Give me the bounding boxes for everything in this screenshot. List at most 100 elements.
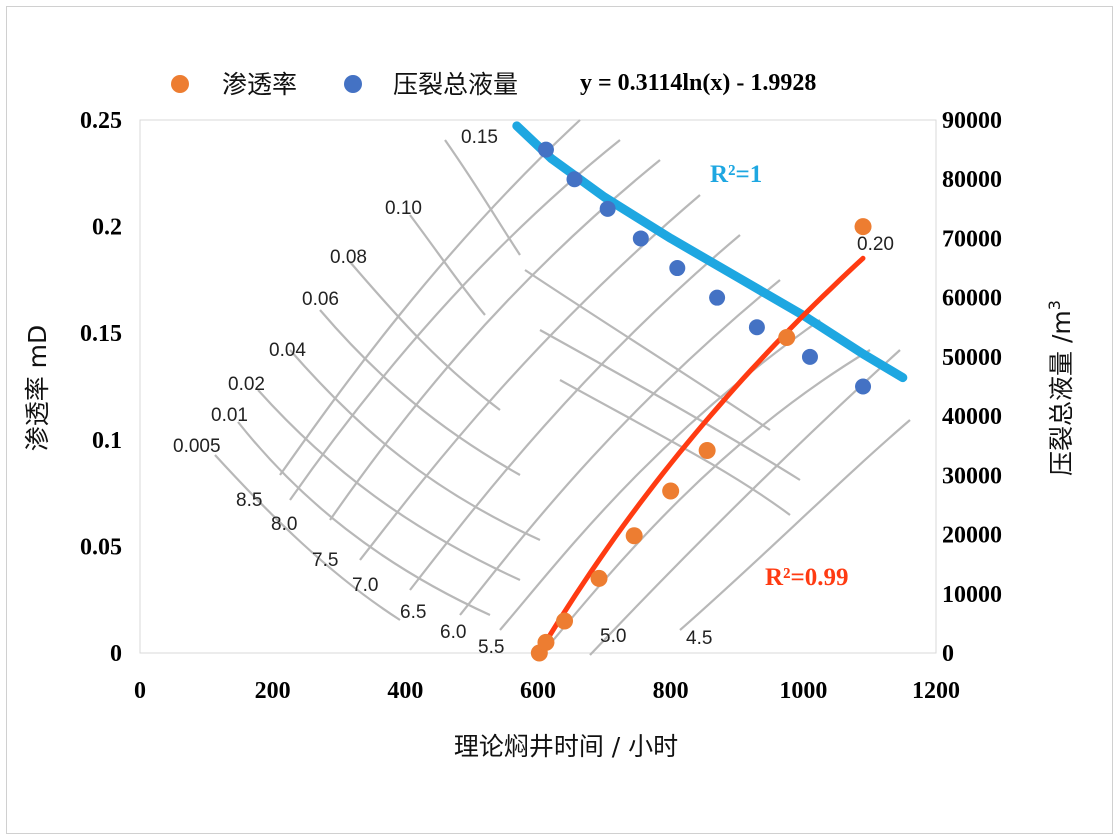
grid-label-perm-006: 0.06 bbox=[302, 289, 339, 310]
permeability-point bbox=[698, 441, 716, 459]
contour-line bbox=[349, 261, 501, 411]
x-tick-label: 800 bbox=[653, 678, 689, 704]
legend: 渗透率 压裂总液量 y = 0.3114ln(x) - 1.9928 bbox=[171, 70, 816, 99]
fluid-volume-point bbox=[632, 230, 649, 247]
contour-line bbox=[319, 309, 521, 476]
grid-label-perm-015: 0.15 bbox=[461, 127, 498, 148]
y-left-tick-label: 0.25 bbox=[80, 108, 122, 134]
trendline-permeability bbox=[540, 255, 866, 649]
contour-line bbox=[279, 119, 581, 476]
contour-line bbox=[409, 234, 741, 591]
fluid-volume-point bbox=[709, 289, 726, 306]
x-tick-label: 1000 bbox=[779, 678, 827, 704]
grid-label-perm-010: 0.10 bbox=[385, 198, 422, 219]
y-left-axis-title: 渗透率 mD bbox=[23, 325, 52, 452]
y-right-axis-ticks: 0 10000 20000 30000 40000 50000 60000 70000 8000… bbox=[942, 108, 1002, 667]
y-right-tick-label: 10000 bbox=[942, 582, 1002, 608]
contour-line bbox=[289, 139, 621, 501]
fluid-volume-point bbox=[669, 260, 686, 277]
fluid-volume-point bbox=[855, 378, 872, 395]
y-right-tick-label: 30000 bbox=[942, 463, 1002, 489]
grid-label-press-50: 5.0 bbox=[600, 626, 626, 647]
fluid-volume-point bbox=[748, 319, 765, 336]
contour-line bbox=[589, 349, 901, 656]
y-left-tick-label: 0.2 bbox=[92, 215, 122, 241]
contour-line bbox=[359, 194, 701, 561]
contour-line bbox=[444, 139, 521, 256]
y-left-tick-label: 0 bbox=[110, 641, 122, 667]
contour-line bbox=[679, 419, 911, 631]
r2-label-fluid-volume: R²=1 bbox=[710, 161, 762, 188]
permeability-point bbox=[854, 218, 872, 236]
grid-label-press-70: 7.0 bbox=[352, 575, 378, 596]
grid-label-perm-004: 0.04 bbox=[269, 340, 306, 361]
grid-label-press-45: 4.5 bbox=[686, 628, 712, 649]
fluid-volume-point bbox=[801, 348, 818, 365]
permeability-point bbox=[778, 328, 796, 346]
contour-line bbox=[559, 379, 791, 516]
grid-label-perm-020: 0.20 bbox=[857, 234, 894, 255]
y-right-tick-label: 70000 bbox=[942, 226, 1002, 252]
y-left-tick-label: 0.1 bbox=[92, 428, 122, 454]
y-left-tick-label: 0.15 bbox=[80, 321, 122, 347]
grid-label-perm-001: 0.01 bbox=[211, 405, 248, 426]
y-left-axis-ticks: 0 0.05 0.1 0.15 0.2 0.25 bbox=[80, 108, 122, 667]
y-right-axis-title-text: 压裂总液量 /m bbox=[1047, 310, 1076, 476]
legend-formula: y = 0.3114ln(x) - 1.9928 bbox=[580, 70, 816, 96]
plot-area bbox=[139, 119, 937, 654]
y-right-axis-title: 压裂总液量 /m3 bbox=[1045, 300, 1076, 476]
grid-label-press-80: 8.0 bbox=[271, 514, 297, 535]
y-right-tick-label: 20000 bbox=[942, 523, 1002, 549]
contour-line bbox=[459, 279, 781, 616]
grid-label-press-75: 7.5 bbox=[312, 550, 338, 571]
y-right-tick-label: 60000 bbox=[942, 286, 1002, 312]
grid-label-press-55: 5.5 bbox=[478, 637, 504, 658]
legend-marker-fluid-volume bbox=[344, 75, 362, 93]
x-tick-label: 400 bbox=[387, 678, 423, 704]
contour-line bbox=[329, 159, 661, 521]
contour-line bbox=[539, 329, 801, 481]
permeability-point bbox=[556, 612, 574, 630]
trendline-fluid-volume bbox=[512, 121, 908, 383]
permeability-point bbox=[662, 482, 680, 500]
contour-line bbox=[214, 454, 401, 621]
x-axis-ticks: 0 200 400 600 800 1000 1200 bbox=[134, 678, 960, 704]
contour-line bbox=[257, 389, 521, 582]
contour-line bbox=[237, 421, 491, 617]
permeability-point bbox=[590, 569, 608, 587]
fluid-volume-point bbox=[566, 171, 583, 188]
contour-line bbox=[289, 349, 541, 542]
x-tick-label: 0 bbox=[134, 678, 146, 704]
grid-label-perm-002: 0.02 bbox=[228, 374, 265, 395]
y-right-tick-label: 0 bbox=[942, 641, 954, 667]
grid-label-perm-008: 0.08 bbox=[330, 247, 367, 268]
y-right-tick-label: 80000 bbox=[942, 167, 1002, 193]
legend-label-permeability: 渗透率 bbox=[222, 70, 297, 99]
contour-grid bbox=[214, 119, 911, 656]
x-tick-label: 600 bbox=[520, 678, 556, 704]
r2-label-permeability: R²=0.99 bbox=[765, 564, 849, 591]
y-right-tick-label: 50000 bbox=[942, 345, 1002, 371]
grid-label-press-65: 6.5 bbox=[400, 602, 426, 623]
permeability-point bbox=[625, 527, 643, 545]
permeability-point bbox=[537, 633, 555, 651]
y-right-tick-label: 40000 bbox=[942, 404, 1002, 430]
y-left-tick-label: 0.05 bbox=[80, 534, 122, 560]
series-fluid-volume bbox=[537, 141, 872, 395]
contour-line bbox=[524, 269, 771, 431]
y-right-tick-label: 90000 bbox=[942, 108, 1002, 134]
fluid-volume-point bbox=[599, 200, 616, 217]
grid-label-perm-0005: 0.005 bbox=[173, 436, 221, 457]
svg-text:压裂总液量 /m3: 压裂总液量 /m3 bbox=[1045, 300, 1076, 476]
y-right-axis-title-sup: 3 bbox=[1045, 300, 1064, 310]
fluid-volume-point bbox=[537, 141, 554, 158]
x-tick-label: 200 bbox=[255, 678, 291, 704]
x-tick-label: 1200 bbox=[912, 678, 960, 704]
contour-line bbox=[544, 349, 871, 651]
series-permeability bbox=[530, 218, 872, 662]
grid-label-press-60: 6.0 bbox=[440, 622, 466, 643]
legend-marker-permeability bbox=[171, 75, 189, 93]
grid-label-press-85: 8.5 bbox=[236, 490, 262, 511]
legend-label-fluid-volume: 压裂总液量 bbox=[393, 70, 518, 99]
